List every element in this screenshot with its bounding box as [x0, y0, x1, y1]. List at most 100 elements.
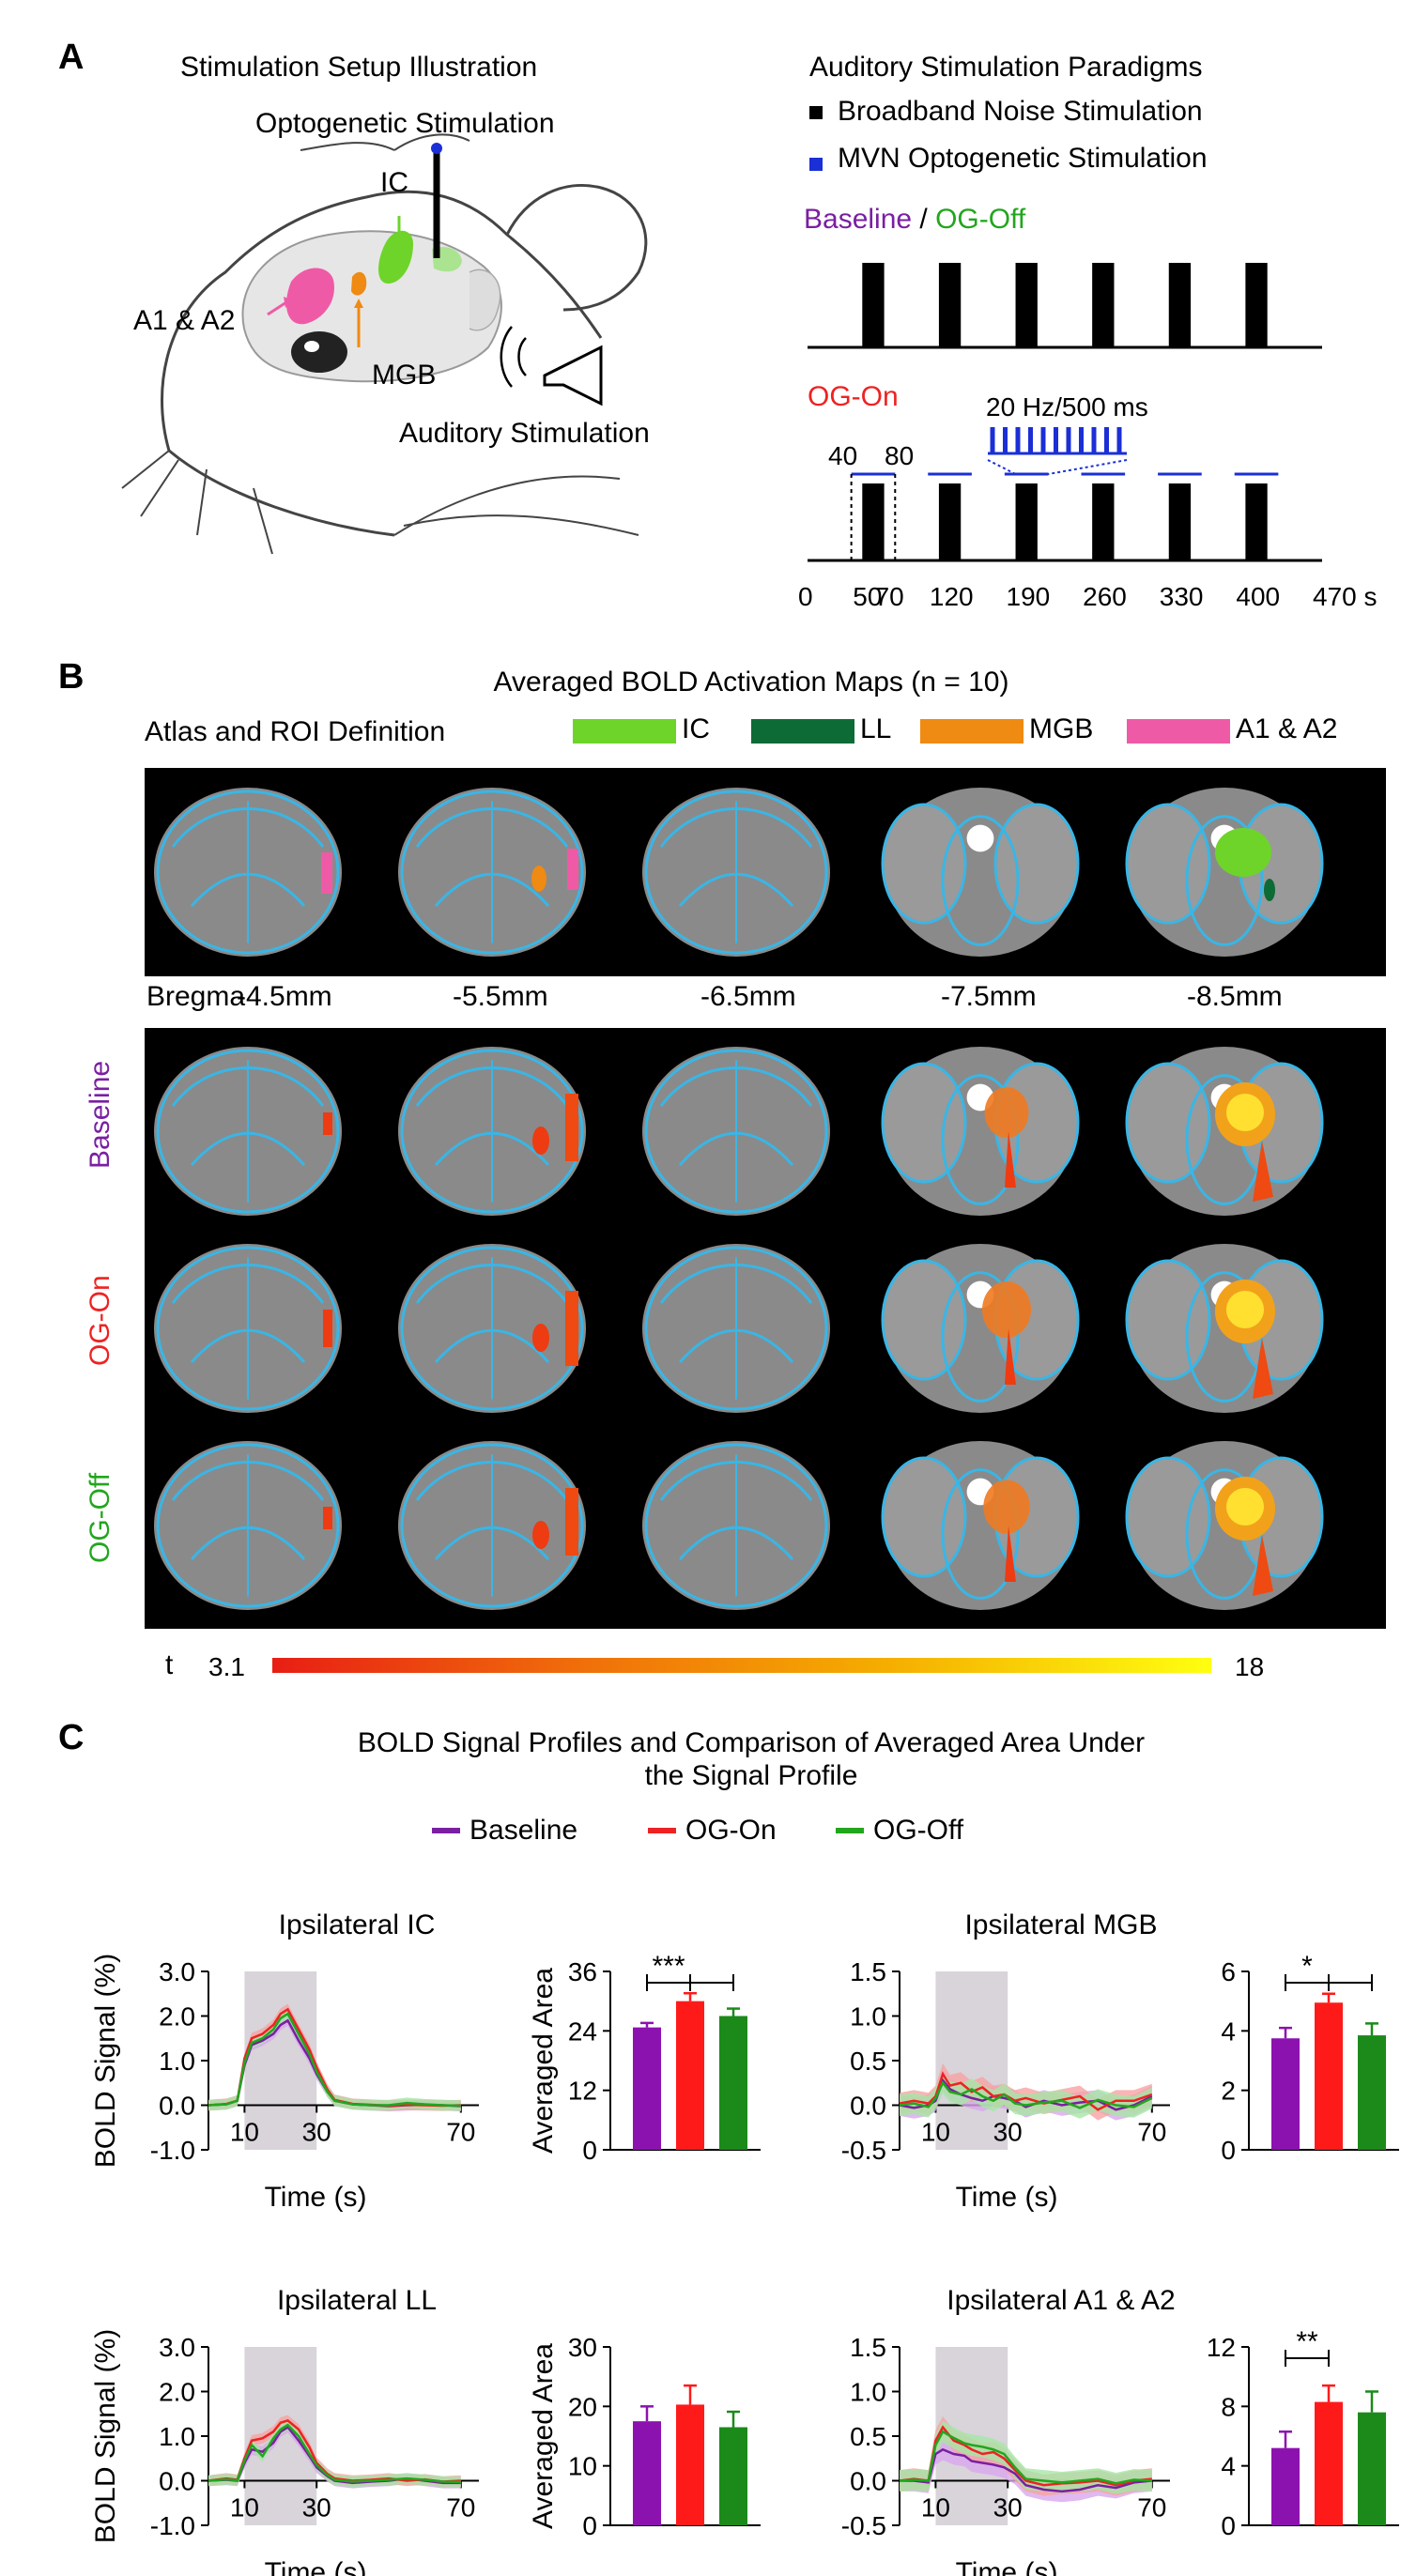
activation-blob — [983, 1480, 1030, 1534]
y-tick-label: 30 — [568, 2333, 597, 2362]
colorbar-max: 18 — [1235, 1652, 1265, 1681]
brain-slice — [398, 788, 586, 957]
noise-legend-label: Broadband Noise Stimulation — [838, 96, 1203, 127]
x-tick-label: 30 — [302, 2493, 331, 2522]
y-tick-label: 6 — [1221, 1957, 1236, 1986]
y-tick-label: 4 — [1221, 2016, 1236, 2046]
y-tick-label: 12 — [1207, 2333, 1236, 2362]
bar — [633, 2421, 661, 2525]
mgb-region — [351, 271, 367, 296]
roi-ic — [1215, 828, 1271, 877]
ogon-noise-block — [1245, 483, 1268, 560]
line-chart: Ipsilateral MGB -0.5 0.0 0.5 1.0 1.5 10 30 70 Tim… — [841, 1909, 1170, 2213]
line-chart: Ipsilateral LL -1.0 0.0 1.0 2.0 3.0 10 30 70 Time… — [90, 2285, 479, 2576]
y-tick-label: 0 — [582, 2511, 597, 2540]
series-line — [900, 2447, 1152, 2493]
time-axis-labels: 0 50 70 120 190 260 330 400 470 s — [0, 582, 1416, 620]
series-line — [208, 2012, 461, 2108]
y-tick-label: 3.0 — [159, 2333, 195, 2362]
time-tick-label: 400 — [1236, 582, 1281, 611]
bregma-value: -4.5mm — [237, 981, 332, 1012]
activation-blob — [532, 1521, 549, 1549]
chart-title: Ipsilateral A1 & A2 — [947, 2285, 1176, 2316]
y-tick-label: 2.0 — [159, 2378, 195, 2407]
brain-slice — [154, 1047, 342, 1216]
activation-blob — [323, 1310, 332, 1347]
y-axis-label: BOLD Signal (%) — [90, 1954, 121, 2168]
colorbar-min: 3.1 — [208, 1652, 245, 1681]
x-tick-label: 70 — [446, 2118, 475, 2147]
brain-slice — [642, 1047, 830, 1216]
bregma-value: -8.5mm — [1187, 981, 1283, 1012]
activation-blob — [323, 1112, 332, 1135]
time-tick-label: 70 — [874, 582, 904, 611]
brain-slice — [398, 1244, 586, 1413]
x-tick-label: 70 — [446, 2493, 475, 2522]
y-tick-label: 0.0 — [850, 2467, 886, 2496]
brain-slice — [881, 1244, 1080, 1413]
activation-blob — [323, 1507, 332, 1529]
time-tick-label: 0 — [798, 582, 813, 611]
y-tick-label: 1.0 — [159, 2422, 195, 2451]
x-tick-label: 70 — [1137, 2118, 1166, 2147]
roi-legend-label: IC — [682, 713, 710, 744]
significance-label: *** — [652, 1951, 685, 1982]
time-tick-label: 50 — [853, 582, 883, 611]
brain-slice — [1125, 788, 1324, 957]
y-axis-label: Averaged Area — [528, 1968, 559, 2154]
y-tick-label: 1.5 — [850, 2333, 886, 2362]
bregma-values: -4.5mm -5.5mm -6.5mm -7.5mm -8.5mm — [145, 981, 1386, 1019]
ogon-word: OG-On — [808, 381, 899, 412]
x-tick-label: 10 — [230, 2493, 259, 2522]
series-error-band — [208, 2015, 461, 2112]
atlas-label: Atlas and ROI Definition — [145, 716, 446, 747]
legend-line — [836, 1828, 864, 1833]
bregma-value: -5.5mm — [453, 981, 548, 1012]
bar — [1271, 2447, 1300, 2525]
mouse-jaw-outline — [168, 449, 395, 537]
brain-slice — [154, 788, 342, 957]
chart-title: Ipsilateral LL — [277, 2285, 437, 2316]
sound-wave-icon — [500, 326, 527, 388]
bar — [676, 2001, 704, 2150]
ic-label: IC — [380, 167, 408, 198]
brain-slice — [154, 1441, 342, 1610]
time-tick-label: 190 — [1006, 582, 1051, 611]
line-chart: Ipsilateral A1 & A2 -0.5 0.0 0.5 1.0 1.5 10 30 7… — [841, 2285, 1176, 2576]
bar — [1358, 2412, 1386, 2525]
y-tick-label: 0.0 — [850, 2092, 886, 2121]
roi-a1a2 — [567, 849, 578, 890]
legend-line — [432, 1828, 460, 1833]
y-tick-label: -0.5 — [841, 2511, 886, 2540]
ogon-noise-block — [862, 483, 885, 560]
series-error-band — [900, 2420, 1152, 2494]
charts-area: Ipsilateral IC -1.0 0.0 1.0 2.0 3.0 10 30 70 Time… — [90, 1909, 1399, 2576]
x-tick-label: 30 — [993, 2493, 1023, 2522]
pulse-label: 20 Hz/500 ms — [986, 392, 1148, 422]
activation-blob — [1005, 1526, 1016, 1582]
line-chart: Ipsilateral IC -1.0 0.0 1.0 2.0 3.0 10 30 70 Time… — [90, 1909, 479, 2213]
legend-label: Baseline — [469, 1815, 578, 1846]
y-tick-label: 2 — [1221, 2077, 1236, 2106]
bar-chart: 0 12 24 36 *** Averaged Area — [528, 1951, 761, 2165]
activation-blob — [565, 1488, 578, 1556]
time-tick-label: 120 — [929, 582, 974, 611]
y-axis-label: BOLD Signal (%) — [90, 2329, 121, 2543]
activation-blob — [565, 1291, 578, 1366]
bar — [1358, 2035, 1386, 2150]
activation-blob — [1226, 1291, 1264, 1328]
brain-slice — [154, 1244, 342, 1413]
bar — [633, 2027, 661, 2150]
noise-legend-swatch — [809, 106, 823, 119]
panel-c-title-2: the Signal Profile — [644, 1760, 858, 1791]
mouse-eye — [291, 331, 347, 373]
x-tick-label: 10 — [921, 2493, 950, 2522]
y-tick-label: 1.5 — [850, 1957, 886, 1986]
roi-legend-swatch — [1127, 719, 1230, 744]
brain-slice — [1125, 1244, 1324, 1413]
brain-slice — [1125, 1047, 1324, 1216]
x-axis-label: Time (s) — [265, 2557, 367, 2576]
y-tick-label: -0.5 — [841, 2136, 886, 2165]
chart-title: Ipsilateral IC — [279, 1909, 436, 1940]
paradigm-diagram — [808, 263, 1322, 562]
